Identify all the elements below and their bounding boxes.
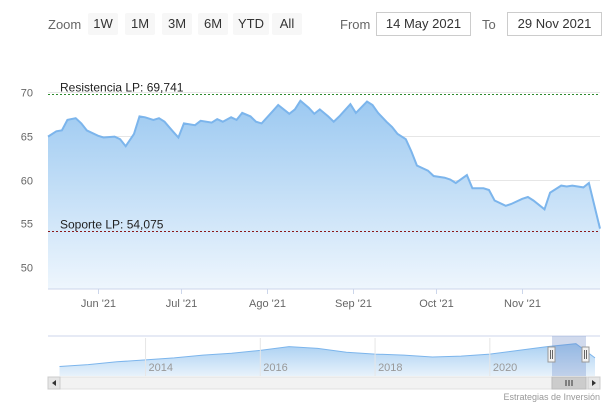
zoom-6m-button[interactable]: 6M [198, 13, 228, 35]
zoom-1w-button[interactable]: 1W [88, 13, 118, 35]
zoom-1m-button[interactable]: 1M [125, 13, 155, 35]
chevron-left-icon [52, 380, 56, 386]
navigator-area [59, 343, 595, 376]
y-tick-label: 65 [21, 132, 33, 144]
navigator[interactable]: 2014 2016 2018 2020 [48, 335, 600, 376]
x-tick-label: Ago '21 [249, 298, 286, 310]
x-axis: Jun '21 Jul '21 Ago '21 Sep '21 Oct '21 Nov '… [81, 289, 541, 310]
x-tick-label: Nov '21 [504, 298, 541, 310]
scrollbar-track[interactable] [47, 376, 601, 390]
navigator-left-handle[interactable] [547, 346, 556, 363]
navigator-x-axis: 2014 2016 2018 2020 [145, 338, 517, 376]
plot-line-label: Resistencia LP: 69,741 [60, 81, 184, 95]
from-label: From [340, 17, 371, 32]
navigator-tick-label: 2020 [493, 362, 517, 374]
price-area [48, 100, 600, 289]
range-selector-toolbar: Zoom 1W 1M 3M 6M YTD All From 14 May 202… [0, 0, 614, 48]
price-line [47, 99, 601, 229]
x-tick-label: Sep '21 [335, 298, 372, 310]
navigator-line [59, 343, 596, 367]
credits-text[interactable]: Estrategias de Inversión [503, 392, 600, 402]
y-tick-label: 55 [21, 219, 33, 231]
x-tick-label: Jul '21 [166, 298, 197, 310]
to-date-input[interactable]: 29 Nov 2021 [507, 12, 602, 36]
y-tick-label: 60 [21, 176, 33, 188]
navigator-right-handle[interactable] [581, 346, 590, 363]
y-tick-label: 50 [21, 263, 33, 275]
from-date-input[interactable]: 14 May 2021 [376, 12, 471, 36]
zoom-label: Zoom [48, 17, 82, 32]
navigator-tick-label: 2016 [263, 362, 287, 374]
plot-lines: Resistencia LP: 69,741 Soporte LP: 54,075 [48, 81, 600, 232]
chevron-right-icon [592, 380, 596, 386]
navigator-tick-label: 2018 [378, 362, 402, 374]
navigator-tick-label: 2014 [149, 362, 173, 374]
zoom-3m-button[interactable]: 3M [162, 13, 192, 35]
y-axis: 50 55 60 65 70 [21, 88, 33, 275]
x-tick-label: Jun '21 [81, 298, 116, 310]
scrollbar[interactable] [47, 376, 601, 390]
y-tick-label: 70 [21, 88, 33, 100]
plot-line-label: Soporte LP: 54,075 [60, 218, 164, 232]
zoom-all-button[interactable]: All [272, 13, 302, 35]
navigator-selected-range[interactable] [552, 336, 586, 376]
to-label: To [482, 17, 496, 32]
x-tick-label: Oct '21 [419, 298, 454, 310]
zoom-ytd-button[interactable]: YTD [233, 13, 269, 35]
